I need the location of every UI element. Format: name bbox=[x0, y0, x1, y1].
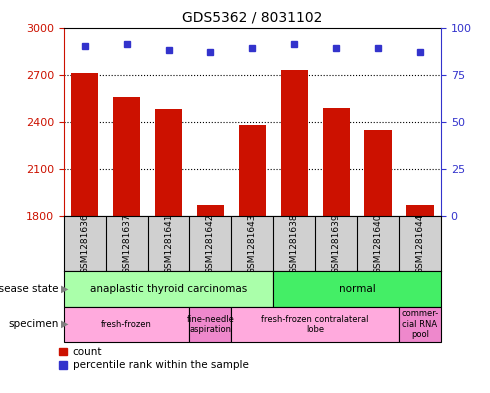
Text: specimen: specimen bbox=[8, 319, 59, 329]
Bar bbox=[365, 130, 392, 216]
Text: fine-needle
aspiration: fine-needle aspiration bbox=[187, 314, 234, 334]
Text: GSM1281641: GSM1281641 bbox=[164, 213, 173, 274]
Text: ▶: ▶ bbox=[61, 319, 69, 329]
Bar bbox=[155, 109, 182, 216]
Text: GSM1281637: GSM1281637 bbox=[122, 213, 131, 274]
Legend: count, percentile rank within the sample: count, percentile rank within the sample bbox=[59, 347, 248, 370]
Text: fresh-frozen contralateral
lobe: fresh-frozen contralateral lobe bbox=[262, 314, 369, 334]
Text: GSM1281638: GSM1281638 bbox=[290, 213, 299, 274]
Text: normal: normal bbox=[339, 284, 375, 294]
Bar bbox=[239, 125, 266, 216]
Text: anaplastic thyroid carcinomas: anaplastic thyroid carcinomas bbox=[90, 284, 247, 294]
Text: GSM1281642: GSM1281642 bbox=[206, 213, 215, 274]
Text: GSM1281640: GSM1281640 bbox=[373, 213, 383, 274]
FancyBboxPatch shape bbox=[64, 271, 273, 307]
Text: fresh-frozen: fresh-frozen bbox=[101, 320, 152, 329]
Bar bbox=[71, 73, 98, 216]
Title: GDS5362 / 8031102: GDS5362 / 8031102 bbox=[182, 11, 322, 25]
Text: GSM1281643: GSM1281643 bbox=[248, 213, 257, 274]
Bar bbox=[113, 97, 140, 216]
Text: GSM1281644: GSM1281644 bbox=[416, 213, 424, 274]
Text: GSM1281639: GSM1281639 bbox=[332, 213, 341, 274]
FancyBboxPatch shape bbox=[399, 307, 441, 342]
FancyBboxPatch shape bbox=[64, 307, 190, 342]
FancyBboxPatch shape bbox=[273, 271, 441, 307]
Bar bbox=[322, 108, 350, 216]
FancyBboxPatch shape bbox=[231, 307, 399, 342]
Text: disease state: disease state bbox=[0, 284, 59, 294]
Bar bbox=[281, 70, 308, 216]
Bar bbox=[406, 205, 434, 216]
Text: GSM1281636: GSM1281636 bbox=[80, 213, 89, 274]
FancyBboxPatch shape bbox=[190, 307, 231, 342]
Bar bbox=[197, 205, 224, 216]
Text: ▶: ▶ bbox=[61, 284, 69, 294]
Text: commer-
cial RNA
pool: commer- cial RNA pool bbox=[401, 309, 439, 339]
